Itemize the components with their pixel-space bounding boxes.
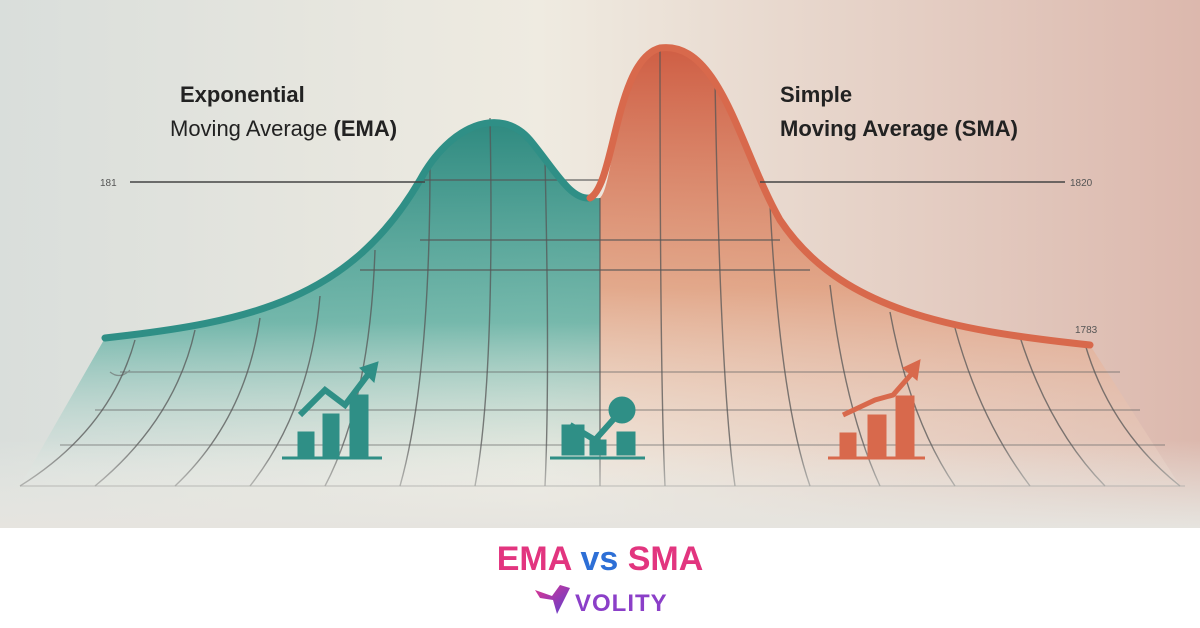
caption-middle: vs xyxy=(580,540,618,578)
sma-label-line2: Moving Average (SMA) xyxy=(780,116,1018,141)
caption: EMA vs SMA xyxy=(497,540,704,578)
axis-mark: 1820 xyxy=(1070,178,1093,189)
sma-label-text: Moving Average xyxy=(780,116,948,141)
logo-mark xyxy=(535,585,570,614)
sma-label-abbr: (SMA) xyxy=(954,116,1018,141)
ema-curve xyxy=(101,119,594,342)
sma-icon xyxy=(828,359,925,460)
ema-label-line1: Exponential xyxy=(180,82,305,107)
axis-mark: 1783 xyxy=(1075,325,1098,336)
ema-icon xyxy=(282,361,382,460)
caption-right: SMA xyxy=(628,540,704,578)
ema-label-line2: Moving Average (EMA) xyxy=(170,116,397,141)
sma-label-line1: Simple xyxy=(780,82,852,107)
axis-mark: 181 xyxy=(100,178,117,189)
ema-label-text: Moving Average xyxy=(170,116,327,141)
center-icon xyxy=(550,396,645,460)
sma-curve xyxy=(586,44,1094,349)
brand: VOLITY xyxy=(575,590,668,617)
logo: VOLITY xyxy=(535,585,668,617)
ema-area xyxy=(20,122,600,486)
ema-label-abbr: (EMA) xyxy=(334,116,398,141)
caption-left: EMA xyxy=(497,540,572,578)
